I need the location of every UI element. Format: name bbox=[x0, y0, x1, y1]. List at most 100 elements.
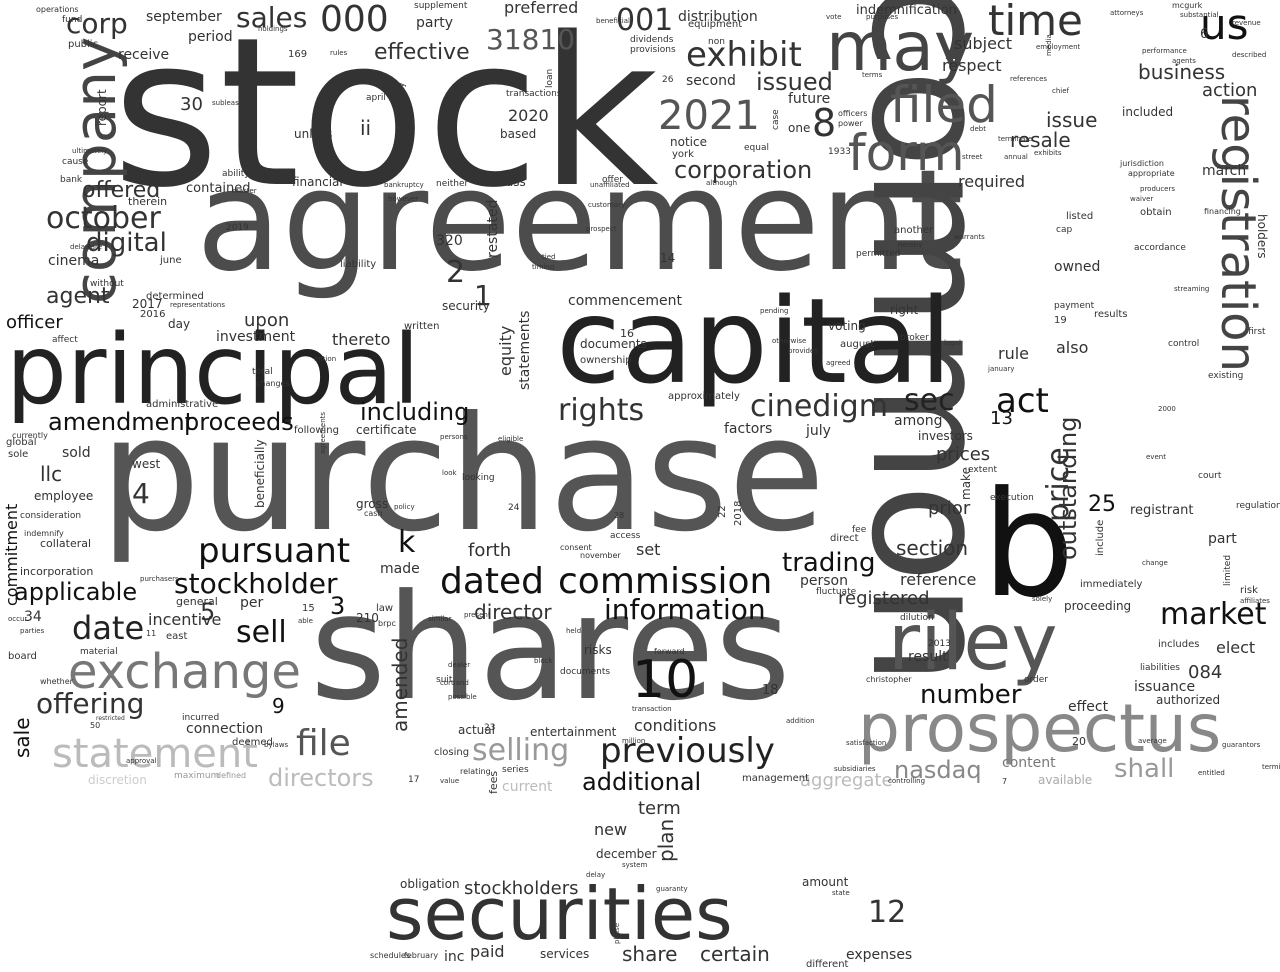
word-cloud-word: fund bbox=[62, 15, 83, 25]
word-cloud-word: holdings bbox=[258, 25, 288, 33]
word-cloud-word: 18 bbox=[762, 683, 779, 698]
word-cloud-word: including bbox=[360, 398, 470, 426]
word-cloud-word: tied bbox=[542, 253, 556, 261]
word-cloud-word: bank bbox=[60, 175, 83, 185]
word-cloud-word: registered bbox=[838, 588, 930, 609]
word-cloud-word: cinema bbox=[48, 253, 100, 269]
word-cloud-word: non bbox=[708, 37, 725, 47]
word-cloud-word: included bbox=[1122, 105, 1174, 119]
word-cloud-word: 11 bbox=[146, 629, 157, 638]
word-cloud-word: results bbox=[1094, 309, 1128, 320]
word-cloud-word: act bbox=[996, 381, 1049, 421]
word-cloud-word: july bbox=[806, 423, 831, 439]
word-cloud-word: different bbox=[806, 959, 849, 970]
word-cloud-word: 23 bbox=[484, 723, 496, 733]
word-cloud-word: million bbox=[622, 737, 646, 745]
word-cloud-word: agreement bbox=[196, 140, 964, 303]
word-cloud-word: certificate bbox=[356, 423, 417, 437]
word-cloud-word: payment bbox=[1054, 301, 1095, 311]
word-cloud-word: documents bbox=[560, 667, 611, 677]
word-cloud-word: 20 bbox=[1072, 735, 1086, 748]
word-cloud-word: master bbox=[232, 187, 257, 195]
word-cloud-word: cortland bbox=[440, 679, 469, 687]
word-cloud-word: per bbox=[240, 595, 264, 611]
word-cloud-word: liabilities bbox=[1140, 663, 1180, 673]
word-cloud-word: appropriate bbox=[1128, 169, 1175, 178]
word-cloud-word: shall bbox=[1114, 754, 1175, 784]
word-cloud-word: consent bbox=[560, 543, 592, 552]
word-cloud-word: east bbox=[166, 631, 188, 642]
word-cloud-word: may bbox=[826, 8, 975, 87]
word-cloud-word: held bbox=[566, 627, 582, 635]
word-cloud-word: total bbox=[252, 367, 273, 377]
word-cloud-word: required bbox=[958, 172, 1026, 191]
word-cloud-word: fluctuate bbox=[816, 587, 857, 597]
word-cloud-word: ii bbox=[360, 116, 372, 140]
word-cloud-word: sell bbox=[236, 615, 287, 650]
word-cloud-word: investors bbox=[918, 429, 973, 443]
word-cloud-word: closing bbox=[434, 747, 470, 758]
word-cloud-word: producers bbox=[1140, 185, 1176, 193]
word-cloud-word: first bbox=[1248, 327, 1266, 337]
word-cloud-word: sublease bbox=[212, 99, 244, 107]
word-cloud-word: exchange bbox=[68, 644, 301, 700]
word-cloud-word: day bbox=[168, 317, 191, 331]
word-cloud-word: cash bbox=[364, 509, 383, 518]
word-cloud-word: agreements bbox=[319, 411, 327, 454]
word-cloud-word: ability bbox=[222, 169, 250, 179]
word-cloud-word: prior bbox=[928, 498, 971, 519]
word-cloud-word: october bbox=[46, 201, 161, 236]
word-cloud-word: 26 bbox=[662, 75, 674, 85]
word-cloud-word: offered bbox=[82, 178, 161, 203]
word-cloud-word: agreed bbox=[826, 359, 851, 367]
word-cloud-word: solely bbox=[1032, 595, 1053, 603]
word-cloud-word: therein bbox=[128, 195, 168, 208]
word-cloud-word: february bbox=[404, 951, 439, 960]
word-cloud-word: phase bbox=[613, 922, 621, 944]
word-cloud-word: riley bbox=[888, 598, 1058, 688]
word-cloud-word: pursuant bbox=[198, 531, 351, 571]
word-cloud-word: amount bbox=[802, 875, 849, 889]
word-cloud-word: 000 bbox=[320, 0, 389, 40]
word-cloud-word: among bbox=[894, 413, 943, 429]
word-cloud-word: dividends bbox=[630, 35, 674, 45]
word-cloud-word: schedules bbox=[370, 951, 411, 960]
word-cloud-word: corporation bbox=[674, 156, 813, 184]
word-cloud-word: change bbox=[1142, 559, 1168, 567]
word-cloud-word: future bbox=[788, 91, 831, 107]
word-cloud-word: actual bbox=[458, 723, 495, 737]
word-cloud-word: cap bbox=[1056, 225, 1073, 235]
word-cloud-word: prospect bbox=[586, 225, 617, 233]
word-cloud-word: director bbox=[474, 600, 552, 624]
word-cloud-word: term bbox=[638, 798, 681, 819]
word-cloud-word: debt bbox=[970, 125, 986, 133]
word-cloud-word: approval bbox=[126, 757, 157, 765]
word-cloud-word: 31810 bbox=[486, 23, 576, 56]
word-cloud-word: equal bbox=[744, 143, 769, 153]
word-cloud-word: consideration bbox=[20, 511, 82, 521]
word-cloud-word: board bbox=[8, 651, 37, 662]
word-cloud-word: direct bbox=[830, 533, 859, 544]
word-cloud-word: set bbox=[636, 540, 661, 559]
word-cloud-word: dilution bbox=[900, 613, 934, 623]
word-cloud-word: affiliates bbox=[1240, 597, 1270, 605]
word-cloud-word: vote bbox=[826, 13, 842, 21]
word-cloud-word: class bbox=[496, 175, 526, 189]
word-cloud-word: corp bbox=[66, 7, 128, 40]
word-cloud-word: pending bbox=[760, 307, 789, 315]
word-cloud-word: offer bbox=[602, 175, 623, 185]
word-cloud-word: collateral bbox=[40, 537, 92, 550]
word-cloud-word: previously bbox=[600, 731, 775, 771]
word-cloud-word: elect bbox=[1216, 638, 1256, 657]
word-cloud-word: currently bbox=[12, 431, 48, 440]
word-cloud-word: llc bbox=[40, 462, 63, 486]
word-cloud-word: securities bbox=[386, 872, 733, 956]
word-cloud-word: otherwise bbox=[772, 337, 807, 345]
word-cloud-word: guarantors bbox=[1222, 741, 1261, 749]
word-cloud-word: services bbox=[540, 947, 590, 961]
word-cloud-word: limited bbox=[1223, 554, 1233, 586]
word-cloud-word: 50 bbox=[90, 721, 101, 730]
word-cloud-word: extent bbox=[968, 465, 998, 475]
word-cloud-word: november bbox=[580, 551, 621, 560]
word-cloud-word: 1 bbox=[474, 279, 492, 312]
